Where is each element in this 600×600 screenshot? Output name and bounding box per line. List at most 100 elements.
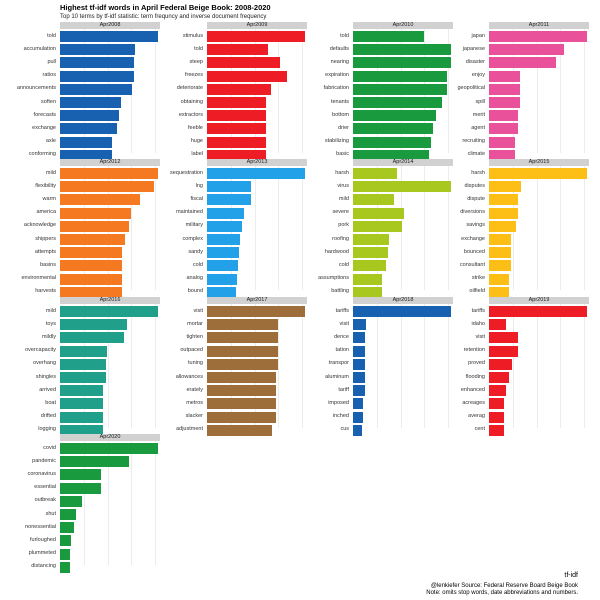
bar	[60, 482, 102, 494]
gridline	[536, 166, 538, 290]
term-label: conforming	[28, 151, 56, 158]
gridline	[560, 166, 562, 290]
term-label: hardwood	[324, 248, 349, 255]
bar	[489, 83, 521, 95]
term-label: flooding	[465, 373, 485, 380]
term-label: pork	[338, 222, 349, 229]
bar	[353, 234, 390, 245]
bar	[489, 234, 511, 245]
bar	[60, 220, 129, 232]
bar	[353, 306, 451, 317]
term-label: america	[36, 209, 56, 216]
bar	[353, 207, 404, 219]
bar	[489, 207, 519, 219]
facet-panel-apr2011: Apr2011 japan japanese disaster enjoy geopoli…	[457, 22, 589, 161]
bar	[207, 358, 278, 370]
bar	[60, 149, 112, 161]
bar	[489, 424, 504, 436]
facet-panel-apr2018: Apr2018 tariffs visit dence tation transpor al…	[325, 297, 453, 436]
bar	[60, 372, 107, 383]
bar	[489, 194, 519, 206]
facet-strip-label: Apr2019	[489, 297, 589, 304]
gridline	[448, 166, 449, 290]
gridline	[131, 29, 133, 153]
bar	[207, 123, 266, 135]
gridline	[131, 441, 133, 565]
term-label: inched	[332, 413, 349, 420]
term-label: basic	[336, 151, 349, 158]
bar	[60, 509, 76, 520]
term-label: tenants	[330, 98, 349, 105]
term-label: dence	[334, 333, 349, 340]
term-label: savings	[466, 222, 485, 229]
gridline	[278, 29, 280, 153]
term-label: metros	[186, 399, 203, 406]
term-label: sequestration	[169, 169, 203, 176]
bar	[60, 247, 122, 259]
term-label: cent	[474, 426, 485, 433]
term-label: defaults	[329, 45, 349, 52]
term-label: coronavirus	[27, 470, 56, 477]
term-label: visit	[193, 307, 203, 314]
term-label: adjustment	[176, 426, 203, 433]
gridline	[424, 166, 426, 290]
term-label: enjoy	[471, 72, 485, 79]
facet-panel-apr2010: Apr2010 told defaults nearing expiration fabr…	[324, 22, 453, 161]
bar	[60, 561, 70, 573]
term-label: severe	[332, 209, 349, 216]
gridline	[302, 29, 303, 153]
bar	[353, 358, 365, 370]
bar	[489, 247, 511, 259]
bar	[353, 110, 437, 122]
bar	[207, 411, 276, 423]
bar	[489, 70, 521, 82]
bar	[489, 358, 512, 370]
bar	[489, 31, 587, 42]
gridline	[376, 304, 378, 428]
term-label: extractors	[178, 111, 203, 118]
term-label: cold	[192, 261, 203, 268]
term-label: mild	[45, 307, 56, 314]
facet-strip-label: Apr2017	[207, 297, 307, 304]
facet-strip-label: Apr2018	[353, 297, 453, 304]
bar	[60, 110, 119, 122]
term-label: erately	[186, 386, 203, 393]
bar	[207, 319, 278, 331]
bar	[207, 372, 276, 383]
facet-panel-apr2017: Apr2017 visit mortar tighten outpaced tuning a…	[176, 297, 307, 436]
gridline	[278, 166, 280, 290]
chart-title: Highest tf-idf words in April Federal Be…	[60, 3, 271, 12]
plot-area: mild toys mildly overcapacity overhang shingl…	[25, 304, 160, 436]
term-label: stabilizing	[324, 138, 349, 145]
bar	[60, 411, 104, 423]
bar	[60, 97, 121, 108]
bar	[60, 385, 104, 397]
gridline	[302, 166, 303, 290]
term-label: acknowledge	[23, 222, 56, 229]
bar	[207, 168, 305, 179]
facet-panel-apr2019: Apr2019 tariffs idaho visit retention proved f…	[461, 297, 589, 436]
plot-area: covid pandemic coronavirus essential outbrea…	[25, 441, 160, 573]
x-axis-label: tf-idf	[564, 572, 578, 579]
bar	[60, 260, 122, 272]
bar	[353, 149, 430, 161]
bar	[489, 149, 516, 161]
facet-panel-apr2020: Apr2020 covid pandemic coronavirus essential…	[25, 434, 160, 573]
term-label: virus	[337, 182, 349, 189]
term-label: harsh	[471, 169, 485, 176]
bar	[60, 306, 158, 317]
term-label: exchange	[32, 124, 56, 131]
term-label: visit	[475, 333, 485, 340]
bar	[489, 260, 511, 272]
term-label: bottom	[332, 111, 349, 118]
bar	[489, 97, 521, 108]
bar	[207, 345, 278, 357]
facet-panel-apr2013: Apr2013 sequestration lng fiscal maintained m…	[170, 159, 307, 298]
term-label: exchange	[461, 235, 485, 242]
facet-panel-apr2016: Apr2016 mild toys mildly overcapacity overhan…	[25, 297, 160, 436]
term-label: overcapacity	[25, 347, 56, 354]
bar	[207, 247, 240, 259]
bar	[60, 332, 124, 344]
gridline	[83, 441, 85, 565]
bar	[353, 70, 448, 82]
